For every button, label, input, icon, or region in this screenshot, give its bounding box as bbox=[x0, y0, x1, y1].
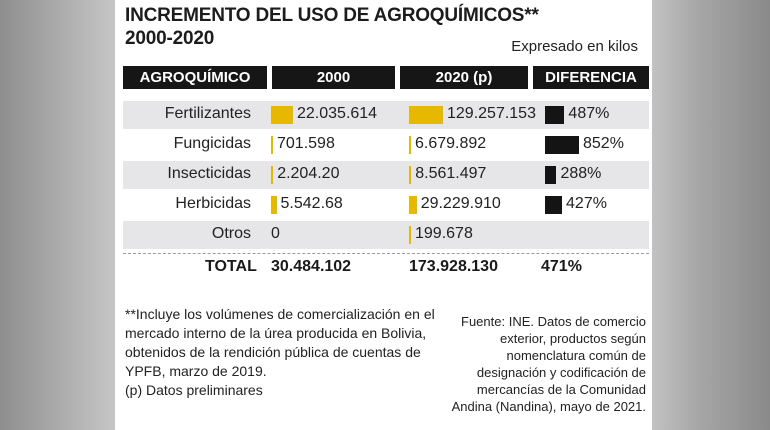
row-name: Fertilizantes bbox=[164, 105, 251, 122]
value-diferencia: 288% bbox=[560, 165, 602, 182]
title-line-1: INCREMENTO DEL USO DE AGROQUÍMICOS** bbox=[125, 5, 539, 26]
footnote-preliminary: (p) Datos preliminares bbox=[125, 382, 263, 398]
value-2020: 199.678 bbox=[415, 225, 473, 242]
value-2000: 2.204.20 bbox=[277, 165, 340, 182]
total-2020: 173.928.130 bbox=[409, 258, 498, 275]
value-diferencia: 852% bbox=[583, 135, 624, 152]
bar-diferencia bbox=[545, 166, 557, 184]
bar-2020 bbox=[409, 106, 443, 124]
row-name: Herbicidas bbox=[175, 195, 251, 212]
row-name: Insecticidas bbox=[167, 165, 251, 182]
value-2000: 5.542.68 bbox=[280, 195, 343, 212]
total-label: TOTAL bbox=[205, 258, 257, 275]
bar-2020 bbox=[409, 196, 417, 214]
total-separator bbox=[123, 253, 649, 254]
header-2000: 2000 bbox=[272, 66, 395, 89]
chart-title: INCREMENTO DEL USO DE AGROQUÍMICOS** 200… bbox=[125, 4, 539, 50]
bar-2020 bbox=[409, 136, 411, 154]
bar-diferencia bbox=[545, 196, 563, 214]
value-2020: 8.561.497 bbox=[415, 165, 487, 182]
bar-diferencia bbox=[545, 136, 579, 154]
header-agroquimico: AGROQUÍMICO bbox=[123, 66, 267, 89]
units-label: Expresado en kilos bbox=[511, 38, 638, 55]
value-2020: 129.257.153 bbox=[447, 105, 536, 122]
row-name: Otros bbox=[211, 225, 251, 242]
value-2000: 22.035.614 bbox=[297, 105, 378, 122]
value-2000: 701.598 bbox=[277, 135, 335, 152]
table-row: Herbicidas 5.542.68 29.229.910 427% bbox=[123, 191, 649, 219]
bar-2000 bbox=[271, 106, 293, 124]
footnote-text: **Incluye los volúmenes de comercializac… bbox=[125, 306, 435, 379]
total-diferencia: 471% bbox=[541, 258, 582, 275]
table-row: Fertilizantes 22.035.614 129.257.153 487% bbox=[123, 101, 649, 129]
photo-background-left bbox=[0, 0, 115, 430]
value-diferencia: 487% bbox=[568, 105, 610, 122]
bar-2020 bbox=[409, 166, 412, 184]
table-row: Insecticidas 2.204.20 8.561.497 288% bbox=[123, 161, 649, 189]
value-2020: 6.679.892 bbox=[415, 135, 487, 152]
infographic-card: INCREMENTO DEL USO DE AGROQUÍMICOS** 200… bbox=[115, 0, 652, 430]
row-name: Fungicidas bbox=[173, 135, 251, 152]
header-diferencia: DIFERENCIA bbox=[533, 66, 649, 89]
bar-2020 bbox=[409, 226, 411, 244]
bar-2000 bbox=[271, 136, 273, 154]
title-line-2: 2000-2020 bbox=[125, 28, 215, 49]
footnote: **Incluye los volúmenes de comercializac… bbox=[125, 305, 435, 400]
bar-diferencia bbox=[545, 106, 565, 124]
header-2020: 2020 (p) bbox=[400, 66, 528, 89]
photo-background-right bbox=[652, 0, 770, 430]
value-diferencia: 427% bbox=[566, 195, 607, 212]
total-2000: 30.484.102 bbox=[271, 258, 352, 275]
source-note: Fuente: INE. Datos de comercio exterior,… bbox=[451, 314, 646, 414]
table-row: Fungicidas 701.598 6.679.892 852% bbox=[123, 131, 649, 159]
value-2000: 0 bbox=[271, 225, 280, 242]
bar-2000 bbox=[271, 196, 277, 214]
value-2020: 29.229.910 bbox=[420, 195, 501, 212]
total-row: TOTAL 30.484.102 173.928.130 471% bbox=[123, 255, 649, 281]
bar-2000 bbox=[271, 166, 274, 184]
table-row: Otros 0 199.678 bbox=[123, 221, 649, 249]
